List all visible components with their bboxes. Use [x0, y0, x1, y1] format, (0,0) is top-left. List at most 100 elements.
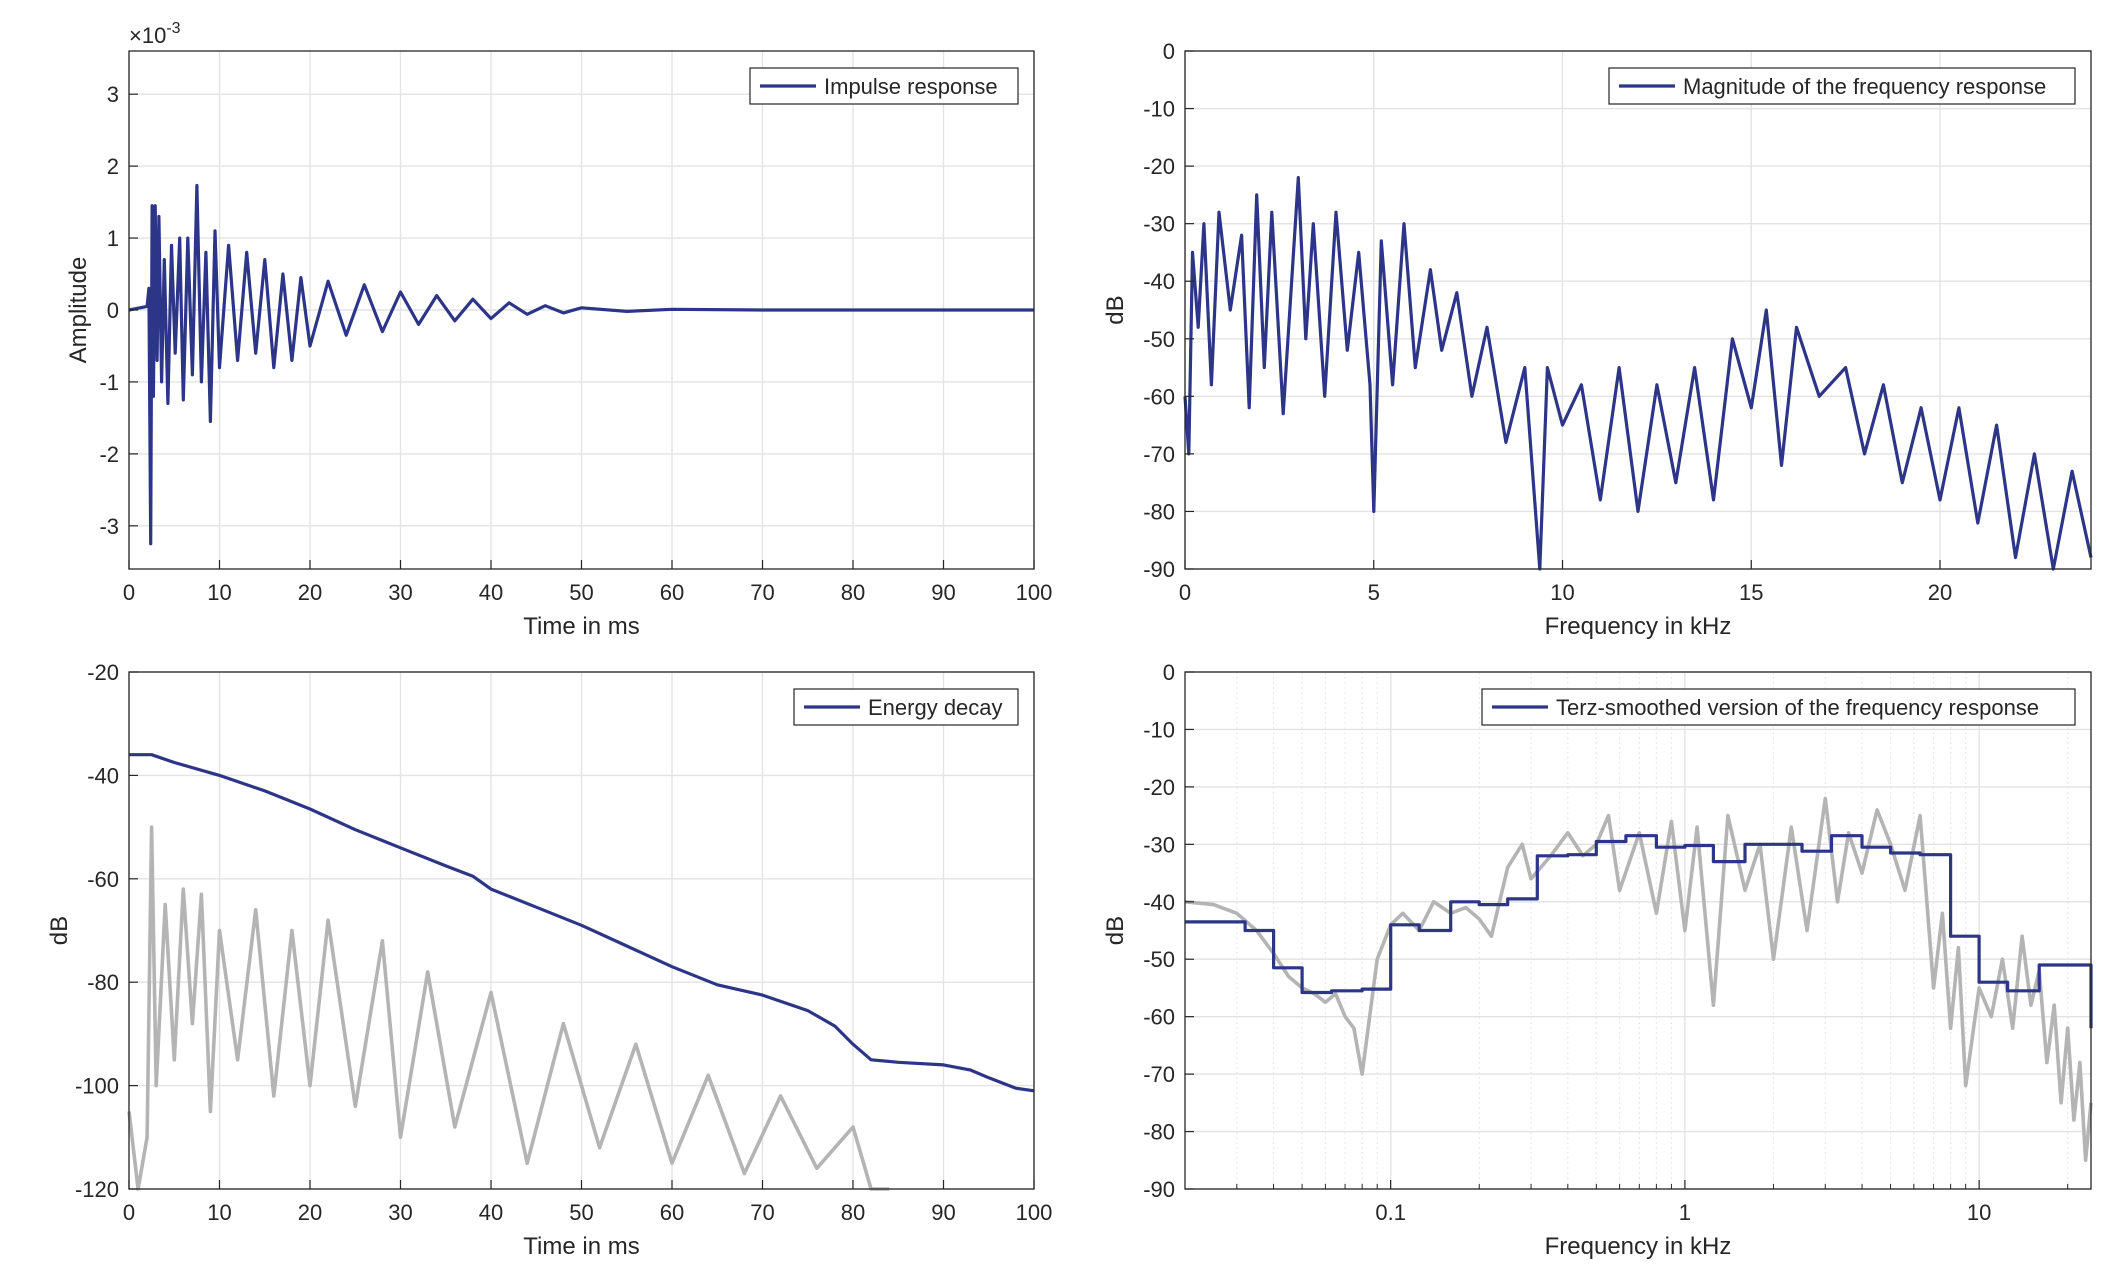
- impulse-legend-label: Impulse response: [824, 74, 998, 99]
- magnitude-ytick-label: -10: [1143, 97, 1175, 122]
- magnitude-ytick-label: -30: [1143, 212, 1175, 237]
- magnitude-xtick-label: 15: [1739, 580, 1763, 605]
- decay-xtick-label: 50: [569, 1200, 593, 1225]
- impulse-xtick-label: 80: [841, 580, 865, 605]
- terz-plot-frame: [1184, 671, 2092, 1190]
- terz-xlabel: Frequency in kHz: [1545, 1233, 1732, 1260]
- terz-ylabel: dB: [1102, 916, 1129, 945]
- impulse-ytick-label: -2: [99, 442, 119, 467]
- magnitude-ytick-label: -40: [1143, 269, 1175, 294]
- magnitude-ytick-label: 0: [1163, 39, 1175, 64]
- decay-ticks: 0 10 20 30 40 50 60 70 80 90 100 -20 -40 -60 -80 -100 -1…: [75, 660, 1052, 1225]
- magnitude-legend-label: Magnitude of the frequency response: [1683, 74, 2046, 99]
- impulse-ylabel: Amplitude: [65, 257, 92, 364]
- decay-xlabel: Time in ms: [523, 1233, 639, 1260]
- magnitude-xtick-label: 5: [1368, 580, 1380, 605]
- terz-ytick-label: -60: [1143, 1005, 1175, 1030]
- terz-ytick-label: -20: [1143, 775, 1175, 800]
- magnitude-xtick-label: 0: [1179, 580, 1191, 605]
- impulse-xtick-label: 40: [479, 580, 503, 605]
- impulse-exponent-power: -3: [166, 20, 180, 37]
- impulse-exponent-base: ×10: [129, 23, 166, 48]
- decay-xtick-label: 70: [750, 1200, 774, 1225]
- magnitude-series: [1183, 176, 2093, 571]
- decay-ytick-label: -40: [87, 763, 119, 788]
- decay-ytick-label: -100: [75, 1074, 119, 1099]
- decay-xtick-label: 20: [298, 1200, 322, 1225]
- impulse-xtick-label: 70: [750, 580, 774, 605]
- impulse-xtick-label: 0: [123, 580, 135, 605]
- panel-magnitude: 0 5 10 15 20 0 -10 -20 -30 -40 -50 -60 -70 -80 -90 Fre…: [1102, 39, 2093, 640]
- terz-ytick-label: 0: [1163, 660, 1175, 685]
- magnitude-ticks: 0 5 10 15 20 0 -10 -20 -30 -40 -50 -60 -70 -80 -90: [1143, 39, 1952, 605]
- terz-legend-label: Terz-smoothed version of the frequency r…: [1556, 695, 2039, 720]
- magnitude-legend: Magnitude of the frequency response: [1608, 67, 2076, 105]
- decay-xtick-label: 90: [931, 1200, 955, 1225]
- panel-terz: 0.1 1 10 0 -10 -20 -30 -40 -50 -60 -70 -80 -90 Frequ…: [1102, 660, 2093, 1260]
- impulse-ytick-label: 3: [107, 82, 119, 107]
- magnitude-ytick-label: -20: [1143, 154, 1175, 179]
- terz-legend-box: [1481, 688, 2076, 726]
- decay-ylabel: dB: [46, 916, 73, 945]
- impulse-series: [128, 183, 1034, 546]
- terz-xtick-label: 0.1: [1375, 1200, 1406, 1225]
- terz-series: [1184, 796, 2093, 1163]
- impulse-ytick-label: -3: [99, 514, 119, 539]
- impulse-ytick-label: 1: [107, 226, 119, 251]
- magnitude-ylabel: dB: [1102, 295, 1129, 324]
- terz-legend: Terz-smoothed version of the frequency r…: [1481, 688, 2076, 726]
- panel-decay: 0 10 20 30 40 50 60 70 80 90 100 -20 -40 -60 -80 -100 -1…: [46, 660, 1052, 1260]
- magnitude-xlabel: Frequency in kHz: [1545, 613, 1732, 640]
- magnitude-legend-box: [1608, 67, 2076, 105]
- terz-ytick-label: -70: [1143, 1062, 1175, 1087]
- panel-impulse: 0 10 20 30 40 50 60 70 80 90 100 -3 -2 -1 0 1 2 3 Time in…: [65, 20, 1052, 640]
- decay-xtick-label: 10: [207, 1200, 231, 1225]
- magnitude-ytick-label: -90: [1143, 557, 1175, 582]
- terz-xtick-label: 1: [1679, 1200, 1691, 1225]
- decay-series-main-line: [129, 753, 1035, 1093]
- decay-xtick-label: 100: [1016, 1200, 1053, 1225]
- impulse-ytick-label: 0: [107, 298, 119, 323]
- decay-ytick-label: -60: [87, 867, 119, 892]
- impulse-xtick-label: 20: [298, 580, 322, 605]
- magnitude-xtick-label: 10: [1550, 580, 1574, 605]
- impulse-ytick-label: -1: [99, 370, 119, 395]
- decay-xtick-label: 40: [479, 1200, 503, 1225]
- decay-series: [127, 753, 1035, 1191]
- terz-ticks: 0.1 1 10 0 -10 -20 -30 -40 -50 -60 -70 -80 -90: [1143, 660, 2069, 1225]
- decay-ytick-label: -120: [75, 1177, 119, 1202]
- terz-xtick-label: 10: [1967, 1200, 1991, 1225]
- terz-ytick-label: -50: [1143, 947, 1175, 972]
- impulse-xtick-label: 30: [388, 580, 412, 605]
- impulse-xtick-label: 90: [931, 580, 955, 605]
- impulse-series-main-line: [128, 183, 1034, 546]
- terz-ytick-label: -90: [1143, 1177, 1175, 1202]
- magnitude-ytick-label: -70: [1143, 442, 1175, 467]
- impulse-ticks: 0 10 20 30 40 50 60 70 80 90 100 -3 -2 -1 0 1 2 3: [99, 82, 1052, 605]
- impulse-xtick-label: 10: [207, 580, 231, 605]
- magnitude-series-main-line: [1183, 176, 2093, 571]
- impulse-ytick-label: 2: [107, 154, 119, 179]
- magnitude-ytick-label: -50: [1143, 327, 1175, 352]
- impulse-legend: Impulse response: [749, 67, 1019, 105]
- decay-xtick-label: 80: [841, 1200, 865, 1225]
- decay-xtick-label: 60: [660, 1200, 684, 1225]
- terz-ytick-label: -40: [1143, 890, 1175, 915]
- decay-ytick-label: -20: [87, 660, 119, 685]
- magnitude-xtick-label: 20: [1928, 580, 1952, 605]
- magnitude-plot-frame: [1184, 50, 2092, 570]
- magnitude-ytick-label: -80: [1143, 499, 1175, 524]
- impulse-exponent-label: ×10-3: [129, 20, 181, 48]
- decay-series-underlay-line: [127, 825, 890, 1191]
- impulse-xtick-label: 60: [660, 580, 684, 605]
- impulse-xlabel: Time in ms: [523, 613, 639, 640]
- decay-ytick-label: -80: [87, 970, 119, 995]
- terz-ytick-label: -80: [1143, 1120, 1175, 1145]
- decay-legend: Energy decay: [793, 688, 1019, 726]
- decay-legend-label: Energy decay: [868, 695, 1003, 720]
- terz-ytick-label: -10: [1143, 717, 1175, 742]
- terz-ytick-label: -30: [1143, 832, 1175, 857]
- impulse-xtick-label: 100: [1016, 580, 1053, 605]
